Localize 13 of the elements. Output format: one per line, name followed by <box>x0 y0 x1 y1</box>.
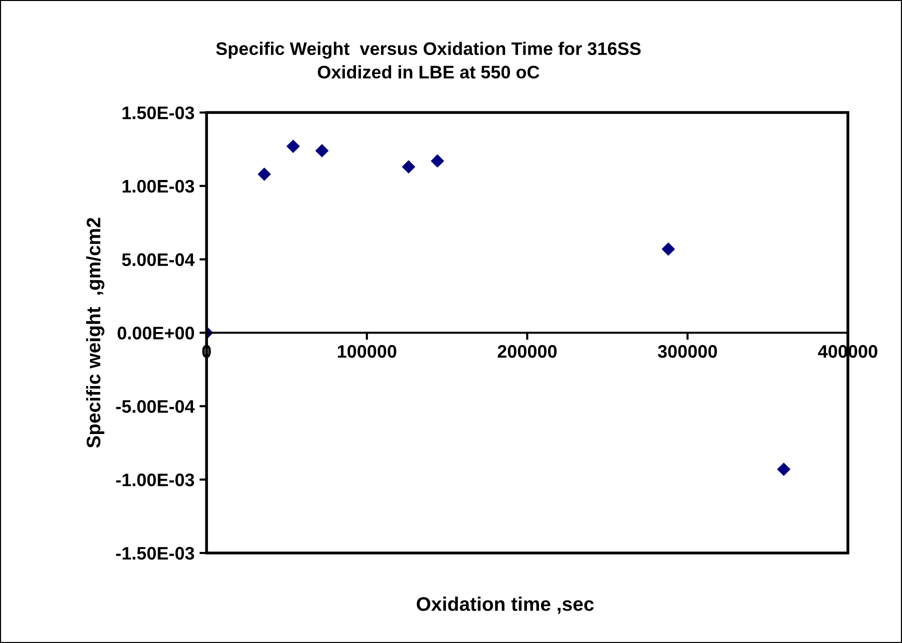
y-tick-label: 1.50E-03 <box>122 106 194 120</box>
y-tick-label: 0.00E+00 <box>118 326 194 340</box>
y-tick-label: 5.00E-04 <box>122 253 195 266</box>
x-tick-label: 100000 <box>338 345 396 358</box>
x-tick-label: 300000 <box>658 345 717 358</box>
y-tick-label: 1.00E-03 <box>122 180 194 193</box>
chart-title: Specific Weight versus Oxidation Time for 316SS Oxidized in LBE at 550 oC <box>216 42 641 79</box>
x-tick-label: 200000 <box>498 345 557 358</box>
y-tick-label: -1.50E-03 <box>116 546 194 560</box>
y-tick-label: -1.00E-03 <box>116 474 194 486</box>
y-tick-label: -5.00E-04 <box>116 400 195 413</box>
y-axis-title: Specific weight ,gm/cm2 <box>86 218 104 448</box>
x-axis-title: Oxidation time ,sec <box>416 596 594 614</box>
